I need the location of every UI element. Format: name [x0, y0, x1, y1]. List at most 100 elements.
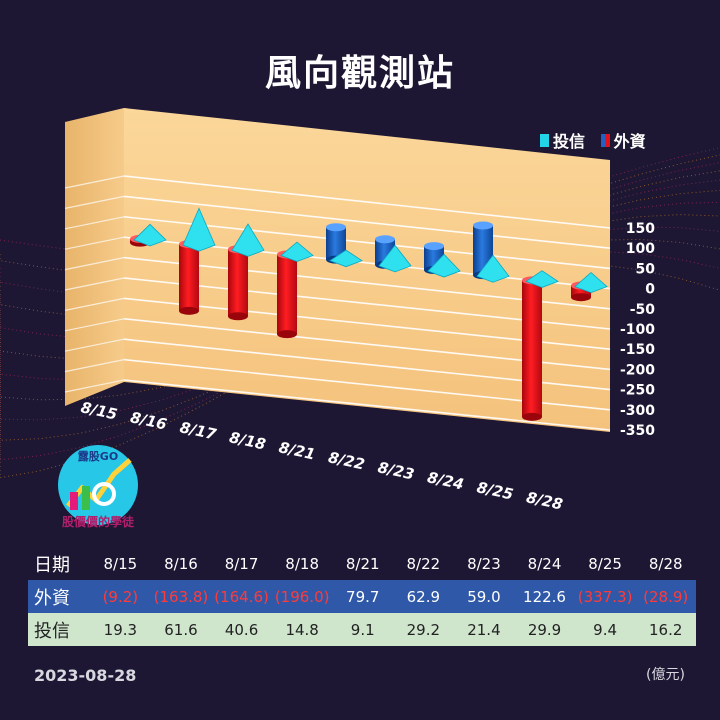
bar-bottom-cap: [277, 330, 297, 339]
x-tick-label: 8/25: [475, 478, 515, 503]
grid-line: [123, 175, 611, 229]
table-cell: 16.2: [649, 620, 683, 639]
side-grid-line: [64, 297, 125, 311]
trust-pyramid: [574, 271, 608, 294]
row-header-date: 日期: [34, 554, 70, 576]
legend-label-trust: 投信: [553, 132, 586, 151]
foreign-bars: [130, 221, 591, 421]
table-cell: 8/24: [527, 554, 562, 573]
unit-label: (億元): [646, 667, 685, 683]
y-tick-label: -300: [620, 403, 655, 419]
table-cell: 29.2: [406, 620, 441, 639]
side-grid-line: [64, 277, 125, 291]
bar-body: [522, 280, 542, 417]
bar-top-cap: [473, 221, 493, 230]
bar-bottom-cap: [522, 412, 542, 421]
side-grid-line: [64, 338, 125, 352]
row-header-foreign: 外資: [34, 587, 70, 609]
table-cell: 9.4: [593, 620, 618, 639]
x-tick-label: 8/17: [178, 418, 218, 443]
table-cell: 61.6: [164, 620, 198, 639]
table-cell: 8/22: [406, 554, 441, 573]
grid-line: [123, 195, 611, 249]
x-tick-label: 8/15: [79, 398, 119, 423]
chart-legend: 投信 外資: [540, 128, 656, 152]
trust-pyramid: [182, 207, 216, 252]
side-grid-line: [64, 359, 125, 373]
bar-top-cap: [424, 242, 444, 251]
trust-pyramid: [231, 223, 265, 257]
side-grid-line: [64, 175, 125, 189]
bar-bottom-cap: [228, 312, 248, 321]
side-grid-line: [64, 216, 125, 230]
foreign-bar: [228, 245, 248, 321]
y-tick-label: -50: [630, 302, 656, 318]
bar-bottom-cap: [571, 293, 591, 302]
logo-bar-icon: [70, 492, 78, 510]
table-cell: 8/18: [285, 554, 319, 573]
table-cell: (337.3): [577, 587, 633, 606]
y-tick-label: -250: [620, 383, 655, 399]
grid-line: [123, 379, 611, 431]
foreign-bar: [277, 250, 297, 339]
table-cell: (9.2): [102, 587, 139, 606]
legend-swatch-trust: [540, 133, 549, 147]
side-grid-line: [64, 379, 125, 393]
bar-top-cap: [326, 223, 346, 232]
logo-bar-icon: [82, 486, 90, 510]
table-cell: 122.6: [523, 587, 566, 606]
footer-date: 2023-08-28: [34, 666, 137, 685]
side-grid-line: [64, 195, 125, 209]
legend-item-foreign: 外資: [600, 128, 646, 152]
y-tick-label: -350: [620, 423, 655, 439]
x-tick-label: 8/28: [525, 488, 565, 513]
table-row-date: 日期 8/15 8/16 8/17 8/18 8/21 8/22 8/23 8/24 8/25 8…: [28, 547, 696, 580]
page-title: 風向觀測站: [264, 53, 455, 94]
x-tick-label: 8/21: [277, 438, 317, 463]
legend-item-trust: 投信: [540, 128, 585, 152]
trust-markers: [133, 207, 608, 294]
y-tick-label: -150: [620, 342, 655, 358]
y-tick-label: 150: [626, 221, 655, 237]
table-cell: 62.9: [406, 587, 441, 606]
table-cell: 19.3: [103, 620, 138, 639]
foreign-bar: [179, 240, 199, 315]
x-tick-label: 8/23: [376, 458, 416, 483]
table-row-trust: 投信 19.3 61.6 40.6 14.8 9.1 29.2 21.4 29.9 9.4 16.…: [28, 613, 696, 646]
trust-pyramid: [525, 270, 559, 288]
y-tick-label: -200: [620, 362, 655, 378]
y-axis: 150 100 50 0 -50 -100 -150 -200 -250 -300 -350: [620, 221, 655, 439]
x-tick-label: 8/16: [129, 408, 169, 433]
table-cell: 8/23: [467, 554, 501, 573]
table-cell: 79.7: [346, 587, 380, 606]
trust-pyramid: [280, 241, 314, 262]
side-grid-line: [64, 257, 125, 271]
table-cell: (196.0): [274, 587, 330, 606]
side-grid-line: [64, 236, 125, 250]
bar-body: [179, 244, 199, 311]
trust-pyramid: [378, 244, 412, 273]
table-cell: 9.1: [350, 620, 375, 639]
bar-body: [571, 285, 591, 298]
row-header-trust: 投信: [34, 620, 70, 642]
y-tick-label: -100: [620, 322, 655, 338]
table-cell: 14.8: [285, 620, 319, 639]
legend-label-foreign: 外資: [613, 132, 646, 151]
logo-subtitle: 股價價的學徒: [62, 514, 135, 529]
trust-pyramid: [329, 249, 363, 268]
foreign-bar: [522, 276, 542, 421]
data-table: 日期 8/15 8/16 8/17 8/18 8/21 8/22 8/23 8/24 8/25 8…: [28, 547, 696, 646]
bar-body: [277, 254, 297, 335]
table-cell: 59.0: [467, 587, 501, 606]
legend-swatch-foreign: [600, 133, 610, 147]
table-cell: (28.9): [643, 587, 689, 606]
table-cell: 8/28: [648, 554, 683, 573]
side-grid-line: [64, 318, 125, 332]
magnifier-icon: [92, 482, 116, 506]
table-cell: 8/25: [588, 554, 622, 573]
table-cell: (164.6): [214, 587, 269, 606]
chart-side-wall: [65, 108, 124, 406]
table-cell: (163.8): [153, 587, 209, 606]
bar-body: [326, 227, 346, 260]
